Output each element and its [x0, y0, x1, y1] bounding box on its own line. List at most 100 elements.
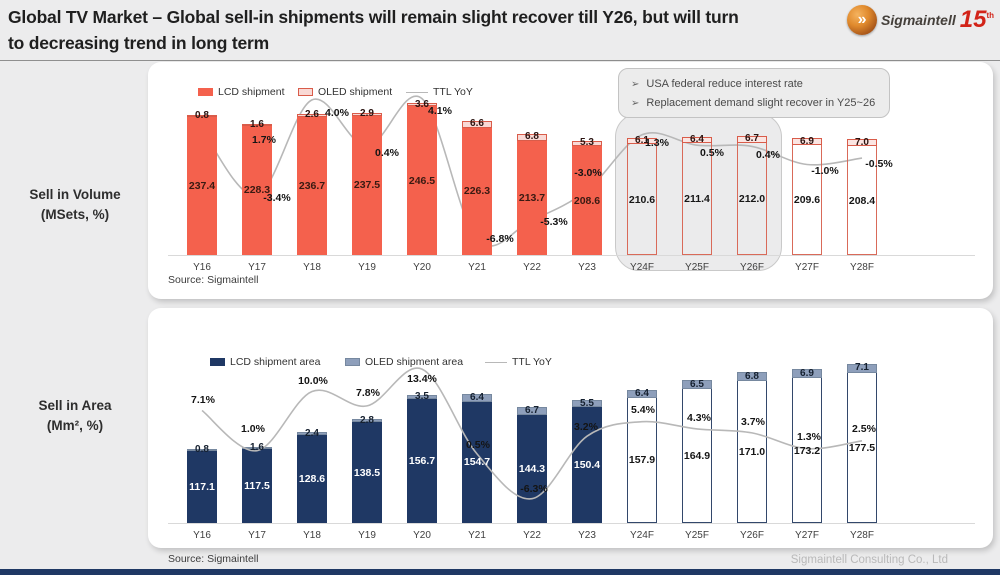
bar-lcd-value: 177.5: [848, 441, 876, 454]
row-label-volume-title: Sell in Volume: [29, 187, 121, 202]
x-axis-label: Y22: [523, 530, 541, 541]
yoy-value-label: 2.5%: [852, 422, 876, 435]
anniversary-suffix: th: [986, 11, 994, 20]
bar-oled-value: 6.7: [525, 404, 539, 416]
anniversary-badge: 15th: [960, 8, 994, 32]
bar-lcd-value: 237.5: [353, 179, 381, 192]
chart-panel-area: 0.8 117.1 Y16 1.6 117.5 Y17 2.4 128.6 Y18 2.8 138.…: [148, 308, 993, 548]
x-axis-label: Y18: [303, 262, 321, 273]
yoy-value-label: 1.0%: [241, 422, 265, 435]
legend-swatch: [298, 88, 313, 96]
bar-lcd-value: 209.6: [793, 194, 821, 207]
bar-lcd-value: 226.3: [463, 185, 491, 198]
yoy-value-label: 4.0%: [325, 106, 349, 119]
title-underline: [0, 60, 1000, 61]
bar-lcd-value: 173.2: [793, 444, 821, 457]
bar-oled-value: 5.5: [580, 397, 594, 409]
legend-label: OLED shipment: [318, 86, 393, 98]
legend-item: TTL YoY: [485, 356, 552, 368]
yoy-value-label: 3.7%: [741, 415, 765, 428]
bar-lcd-value: 171.0: [738, 446, 766, 458]
bullet-arrow-icon: ➢: [631, 97, 640, 109]
legend-item: OLED shipment: [298, 86, 392, 98]
annotation-bullet: ➢ Replacement demand slight recover in Y2…: [631, 94, 879, 113]
bar-lcd-value: 211.4: [684, 193, 710, 206]
x-axis-label: Y20: [413, 530, 431, 541]
x-axis-label: Y25F: [685, 530, 709, 541]
bar-lcd-value: 128.6: [298, 473, 326, 486]
bar-oled-value: 5.3: [580, 137, 594, 149]
x-axis-label: Y27F: [795, 262, 819, 273]
bar-oled-value: 6.9: [800, 135, 814, 147]
x-axis-label: Y27F: [795, 530, 819, 541]
logo: » Sigmaintell 15th: [847, 5, 994, 35]
bar-lcd-value: 156.7: [408, 455, 436, 468]
bar-oled-value: 2.4: [305, 427, 319, 439]
bar-lcd-value: 212.0: [738, 192, 766, 205]
x-axis-label: Y26F: [740, 262, 764, 273]
bar-lcd-value: 157.9: [628, 454, 656, 467]
legend-swatch: [210, 358, 225, 366]
legend-item: TTL YoY: [406, 86, 473, 98]
x-axis-label: Y21: [468, 262, 486, 273]
row-label-area: Sell in Area (Mm², %): [8, 396, 142, 435]
yoy-value-label: 1.3%: [645, 136, 669, 149]
yoy-value-label: -3.0%: [574, 167, 602, 180]
bar-oled-value: 1.6: [250, 442, 264, 454]
page-title-line1: Global TV Market – Global sell-in shipme…: [8, 7, 739, 27]
legend-label: OLED shipment area: [365, 356, 464, 368]
bar-oled-value: 6.4: [470, 391, 484, 403]
legend-swatch: [345, 358, 360, 366]
bar-lcd-value: 208.6: [573, 194, 601, 207]
x-axis-label: Y21: [468, 530, 486, 541]
yoy-value-label: 7.1%: [191, 393, 215, 406]
yoy-value-label: 1.7%: [252, 133, 276, 146]
bar-oled-value: 0.8: [195, 443, 209, 455]
legend-item: OLED shipment area: [345, 356, 463, 368]
bar-oled-value: 1.6: [250, 118, 264, 130]
bar-oled-value: 6.8: [745, 370, 759, 382]
yoy-value-label: 5.4%: [631, 403, 655, 416]
x-axis-label: Y19: [358, 530, 376, 541]
bar-lcd-value: 117.5: [244, 480, 270, 493]
legend-swatch: [198, 88, 213, 96]
bar-oled-value: 6.5: [690, 378, 704, 390]
x-axis-baseline: [168, 523, 975, 524]
x-axis-label: Y26F: [740, 530, 764, 541]
brand-icon: »: [847, 5, 878, 35]
x-axis-label: Y25F: [685, 262, 709, 273]
x-axis-label: Y23: [578, 262, 596, 273]
chart-panel-volume: ➢ USA federal reduce interest rate ➢ Replac…: [148, 62, 993, 299]
bar-oled-value: 6.9: [800, 367, 814, 379]
legend-label: LCD shipment: [218, 86, 285, 98]
bullet-arrow-icon: ➢: [631, 79, 640, 90]
yoy-value-label: -3.4%: [263, 191, 291, 204]
bar-lcd-value: 208.4: [848, 194, 876, 207]
row-label-area-unit: (Mm², %): [46, 417, 104, 433]
brand-name: Sigmaintell: [881, 12, 956, 28]
annotation-bullet: ➢ USA federal reduce interest rate: [631, 75, 879, 94]
bar-oled-value: 3.5: [415, 391, 429, 402]
source-note-area: Source: Sigmaintell: [168, 553, 259, 565]
x-axis-label: Y24F: [630, 530, 654, 541]
x-axis-label: Y17: [248, 530, 266, 541]
yoy-value-label: 0.5%: [466, 438, 490, 451]
x-axis-label: Y17: [248, 262, 266, 273]
yoy-value-label: 0.4%: [375, 147, 399, 160]
x-axis-label: Y18: [303, 530, 321, 541]
yoy-value-label: 0.5%: [700, 147, 724, 160]
bar-oled-value: 6.4: [690, 133, 704, 145]
annotation-bullet-text: USA federal reduce interest rate: [646, 78, 803, 90]
bar-oled-value: 0.8: [195, 109, 209, 121]
yoy-value-label: 10.0%: [298, 374, 328, 387]
bar-lcd-value: 164.9: [683, 449, 711, 462]
bar-lcd-value: 117.1: [189, 480, 215, 493]
bar-lcd-value: 138.5: [353, 466, 381, 479]
bar-lcd-value: 144.3: [518, 463, 546, 475]
x-axis-label: Y16: [193, 262, 211, 273]
legend-label: TTL YoY: [433, 86, 473, 98]
yoy-value-label: 3.2%: [574, 421, 598, 434]
footer-note: Sigmaintell Consulting Co., Ltd: [790, 554, 948, 566]
bar-oled-value: 2.8: [360, 414, 374, 426]
x-axis-label: Y19: [358, 262, 376, 273]
